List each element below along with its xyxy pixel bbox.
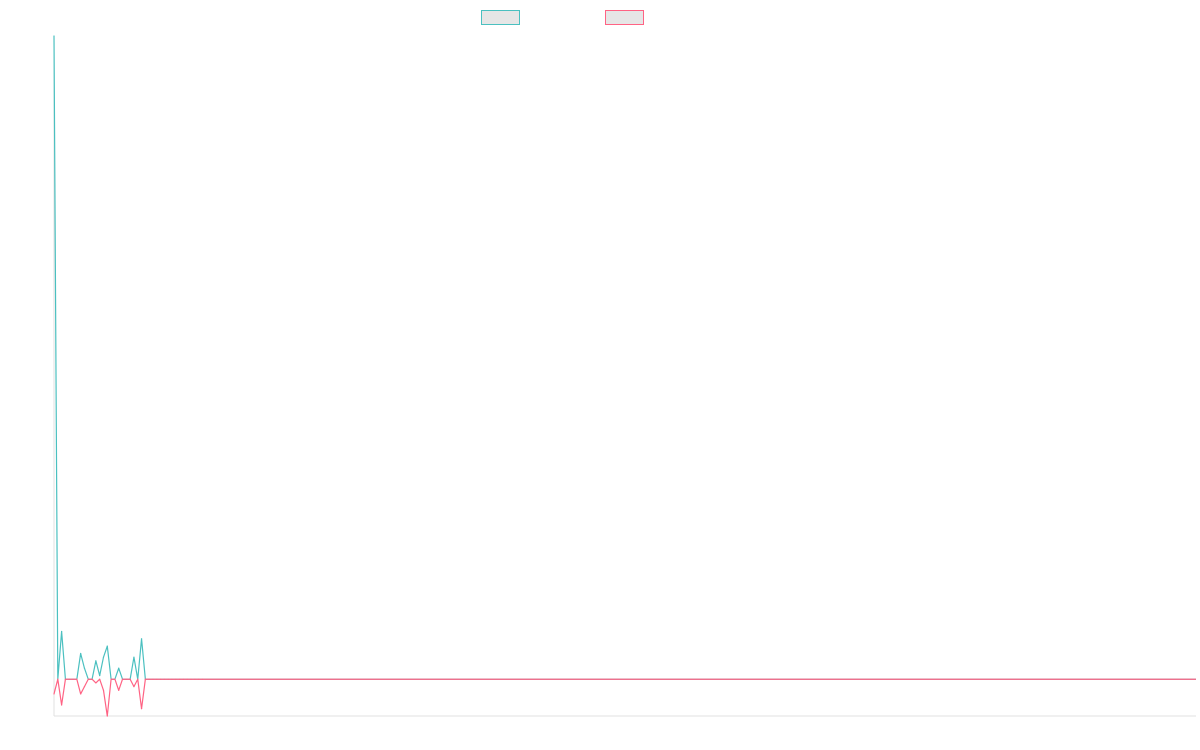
data-point-2-29 [163,678,165,680]
data-point-2-14 [106,715,108,717]
data-point-1-17 [118,667,120,669]
data-point-1-23 [140,638,143,640]
data-point-2-16 [114,678,116,680]
data-point-1-0 [53,35,55,37]
data-point-2-2 [61,704,63,706]
data-point-2-6 [76,678,78,680]
data-point-2-7 [80,693,82,695]
data-point-2-30 [167,678,169,680]
data-point-2-13 [102,689,105,691]
data-point-2-38 [198,678,200,680]
data-point-1-2 [61,630,63,633]
data-point-2-5 [72,678,74,680]
data-point-2-0 [53,693,55,695]
data-point-2-34 [182,678,185,680]
data-point-2-36 [190,678,192,680]
data-point-2-25 [148,678,150,680]
data-point-1-21 [133,656,135,658]
data-point-2-3 [64,678,67,680]
data-point-2-37 [194,678,196,680]
legend-swatch-series-2[interactable] [605,10,644,25]
data-point-1-7 [80,652,82,655]
data-point-2-24 [144,678,146,680]
data-point-2-39 [201,678,204,680]
data-point-2-15 [110,678,112,680]
data-point-2-11 [95,682,97,684]
data-point-2-28 [159,678,162,680]
data-point-2-18 [121,678,124,680]
data-point-2-35 [186,678,188,680]
data-point-2-32 [175,678,177,680]
data-point-2-19 [125,678,127,680]
legend-swatch-series-1[interactable] [481,10,520,25]
data-point-1-8 [83,667,86,669]
series-layer [53,35,1196,717]
series-line-1 [53,35,1196,680]
data-point-2-4 [68,678,70,680]
data-point-2-12 [99,678,101,680]
data-point-2-31 [171,678,173,680]
data-point-1-13 [102,656,105,658]
data-point-2-22 [137,678,139,680]
series-2 [53,678,1196,717]
data-point-2-9 [87,678,89,680]
data-point-2-27 [156,678,158,680]
data-point-1-11 [95,660,97,662]
data-point-2-17 [118,689,120,691]
data-point-2-10 [91,678,93,680]
series-1 [53,35,1196,680]
data-point-2-1 [57,678,59,680]
data-point-1-12 [99,674,101,677]
data-point-1-14 [106,645,108,647]
data-point-2-8 [83,685,86,688]
data-point-2-23 [140,708,143,710]
data-point-2-21 [133,685,135,688]
data-point-2-33 [179,678,181,680]
data-point-2-26 [152,678,154,680]
series-line-2 [53,678,1196,717]
data-point-2-20 [129,678,131,680]
